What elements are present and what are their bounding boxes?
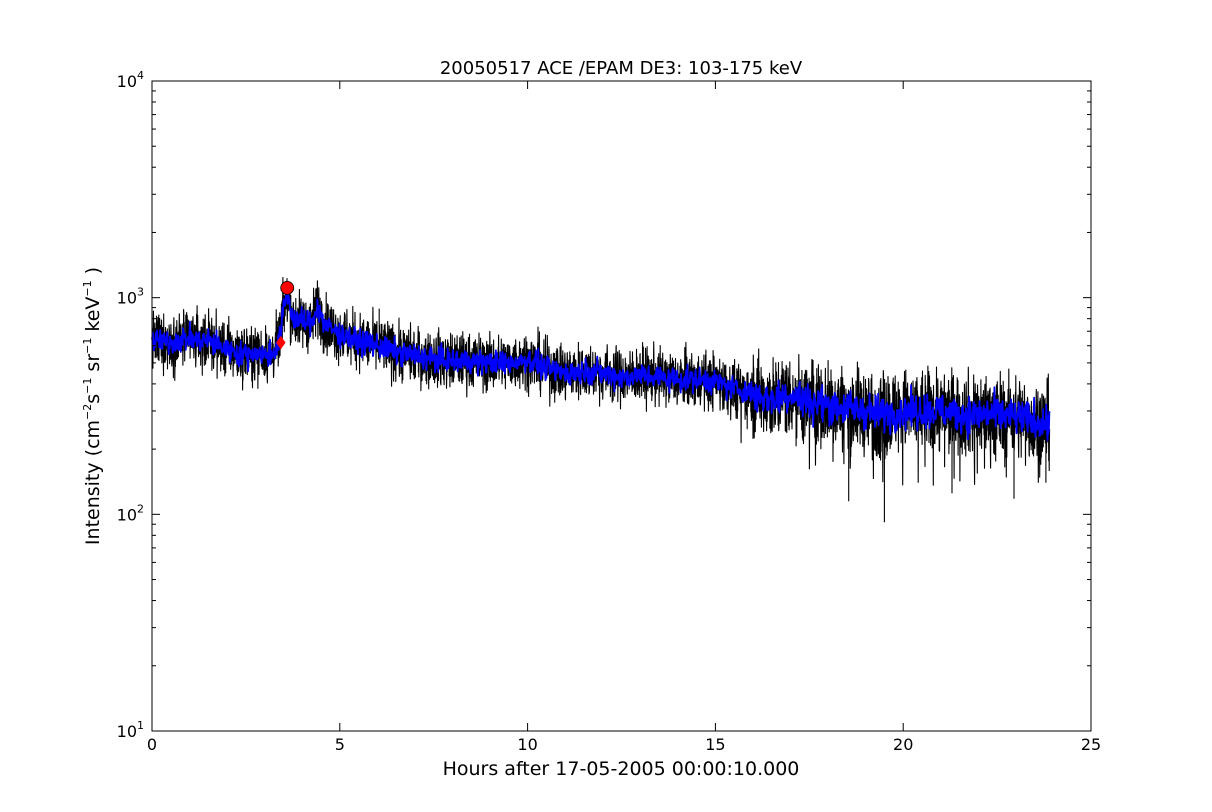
tick-layer: 0 5 10 15 20 25 101 102 103 104 [117,69,1102,754]
marker-layer [276,280,295,350]
x-tick-label: 0 [147,735,157,754]
plot-frame [151,80,1092,732]
x-tick-label: 5 [335,735,345,754]
y-axis-label: Intensity (cm−2s−1 sr−1 keV−1 ) [81,267,104,545]
peak-marker-circle [280,280,295,295]
plot-area [152,81,1091,731]
series-layer [151,276,1051,523]
onset-marker-diamond [276,335,286,350]
y-tick-label: 101 [117,719,144,741]
x-tick-label: 20 [893,735,913,754]
chart-title: 20050517 ACE /EPAM DE3: 103-175 keV [440,58,803,79]
x-tick-label: 10 [517,735,537,754]
x-axis-label: Hours after 17-05-2005 00:00:10.000 [443,758,800,780]
x-tick-label: 25 [1081,735,1101,754]
y-tick-label: 103 [117,286,144,308]
y-tick-label: 104 [117,69,144,91]
series-line-smoothed [151,287,1051,441]
y-tick-label: 102 [117,502,144,524]
x-tick-label: 15 [705,735,725,754]
